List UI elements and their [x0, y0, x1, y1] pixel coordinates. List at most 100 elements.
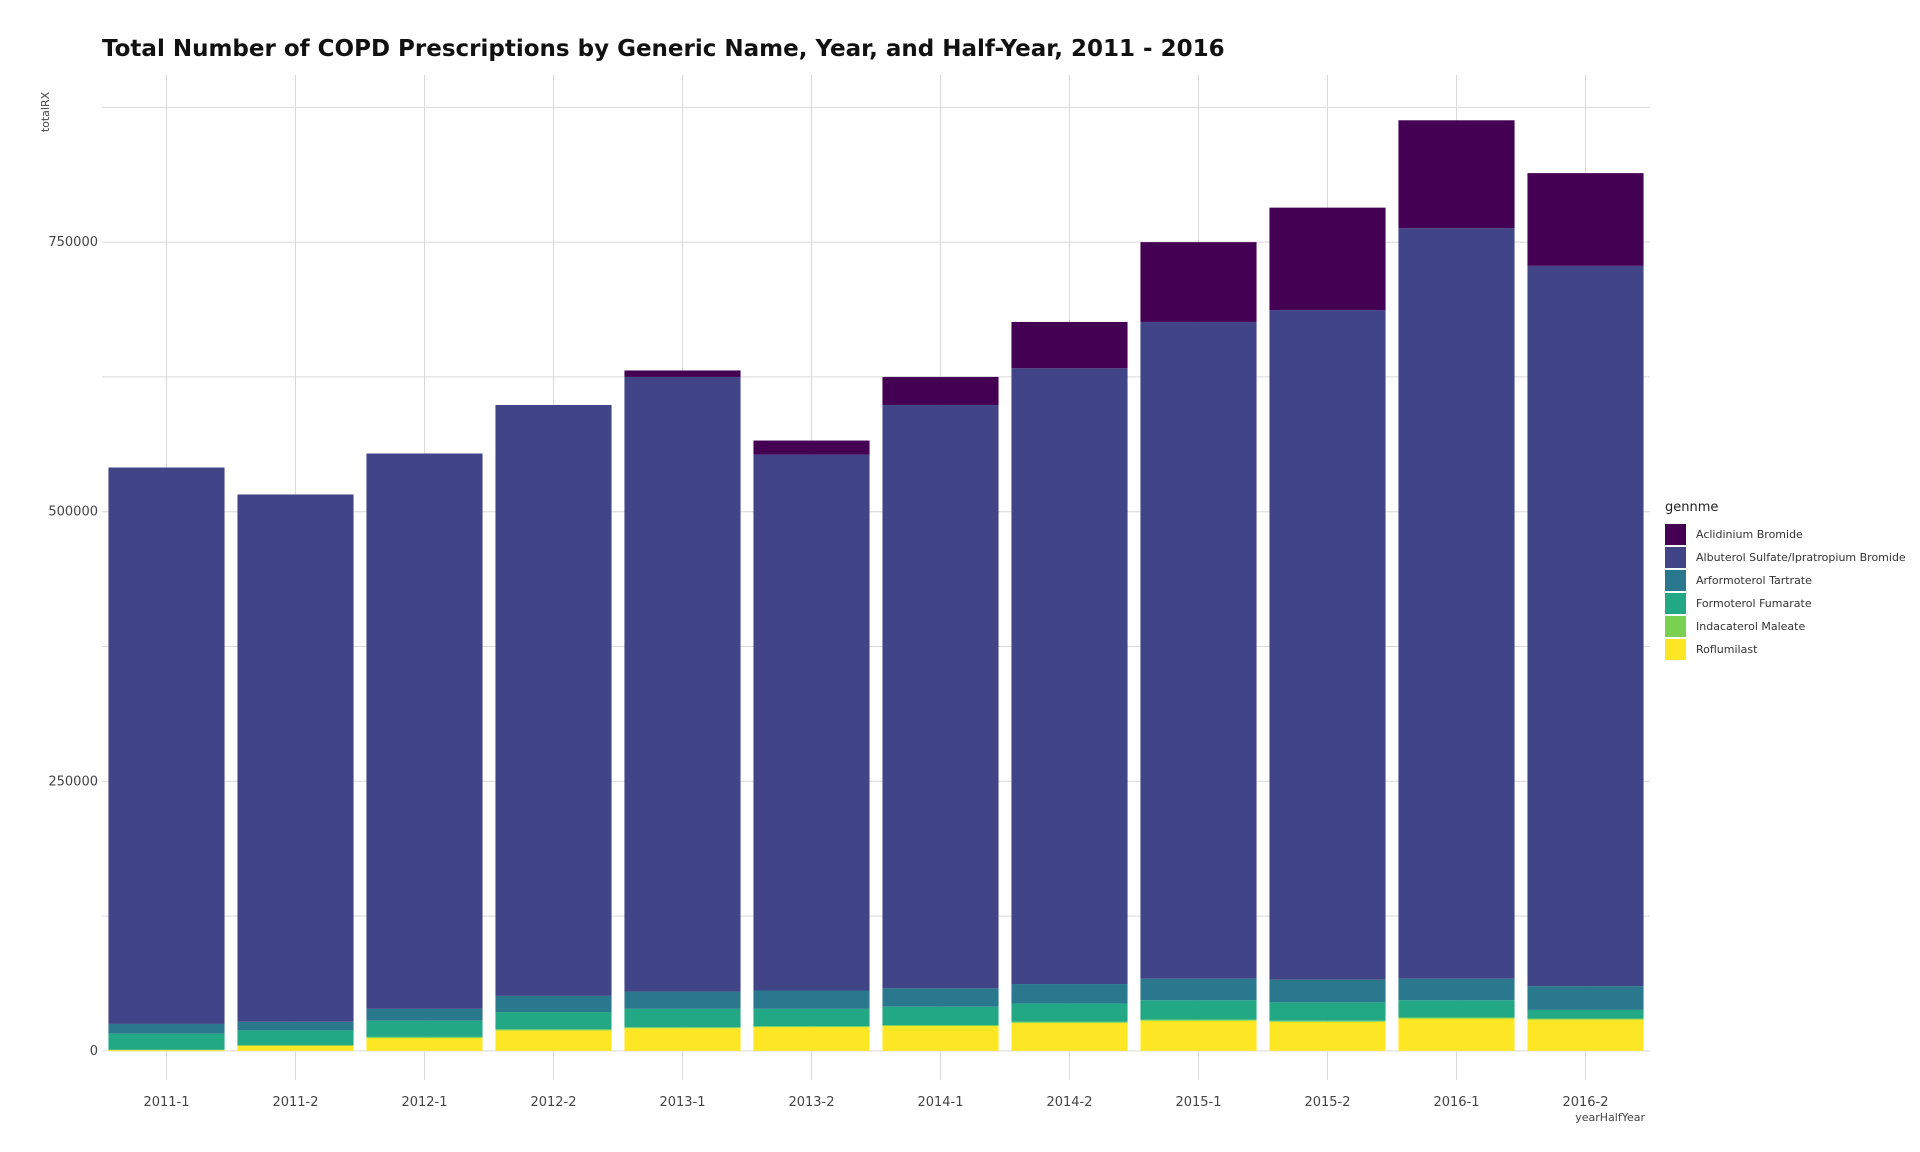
- x-tick-label: 2012-2: [530, 1095, 576, 1110]
- legend-item: Aclidinium Bromide: [1665, 523, 1906, 546]
- bar-segment: [1140, 242, 1257, 322]
- legend-swatch: [1665, 570, 1686, 591]
- bar-segment: [1011, 984, 1128, 1004]
- bar-segment: [624, 1008, 741, 1028]
- bar-segment: [624, 991, 741, 1009]
- legend-item: Arformoterol Tartrate: [1665, 569, 1906, 592]
- bar-segment: [1269, 1021, 1386, 1051]
- x-tick-label: 2015-1: [1175, 1095, 1221, 1110]
- bar-segment: [1011, 368, 1128, 985]
- bar-segment: [624, 1028, 741, 1051]
- legend-item: Albuterol Sulfate/Ipratropium Bromide: [1665, 546, 1906, 569]
- bar-segment: [1527, 265, 1644, 987]
- legend-swatch: [1665, 639, 1686, 660]
- y-axis-title: totalRX: [39, 91, 52, 132]
- bar-segment: [1140, 1020, 1257, 1051]
- y-tick-label: 0: [90, 1044, 98, 1059]
- bar-segment: [624, 376, 741, 992]
- legend-item: Formoterol Fumarate: [1665, 592, 1906, 615]
- bar-segment: [108, 1049, 225, 1051]
- legend-label: Formoterol Fumarate: [1696, 597, 1812, 610]
- bar-segment: [1527, 1019, 1644, 1051]
- bar-segment: [1269, 310, 1386, 980]
- bar-segment: [495, 1030, 612, 1051]
- x-tick-label: 2011-1: [143, 1095, 189, 1110]
- bar-segment: [366, 1036, 483, 1038]
- bar-segment: [237, 1030, 354, 1046]
- x-tick-label: 2011-2: [272, 1095, 318, 1110]
- bar-segment: [882, 988, 999, 1007]
- chart-title: Total Number of COPD Prescriptions by Ge…: [102, 36, 1225, 62]
- bar-segment: [495, 404, 612, 996]
- bar-segment: [1398, 1000, 1515, 1018]
- bar-segment: [753, 1008, 870, 1027]
- bar-segment: [366, 1020, 483, 1037]
- legend-swatch: [1665, 547, 1686, 568]
- legend-swatch: [1665, 524, 1686, 545]
- y-tick-label: 500000: [48, 505, 98, 520]
- bar-segment: [366, 1008, 483, 1021]
- bar-segment: [237, 494, 354, 1022]
- legend: gennme Aclidinium Bromide Albuterol Sulfa…: [1665, 500, 1906, 661]
- bar-segment: [1527, 1009, 1644, 1019]
- bar-segment: [495, 995, 612, 1013]
- bar-segment: [366, 453, 483, 1009]
- bar-segment: [1011, 321, 1128, 369]
- bar-segment: [1140, 978, 1257, 1001]
- legend-item: Roflumilast: [1665, 638, 1906, 661]
- bar-segment: [1398, 1017, 1515, 1019]
- bar-segment: [1140, 321, 1257, 979]
- bar-segment: [1527, 986, 1644, 1010]
- x-tick-label: 2016-1: [1433, 1095, 1479, 1110]
- bar-segment: [108, 1033, 225, 1050]
- legend-label: Albuterol Sulfate/Ipratropium Bromide: [1696, 551, 1906, 564]
- bar-segment: [237, 1045, 354, 1051]
- bar-segment: [624, 370, 741, 377]
- y-tick-label: 750000: [48, 235, 98, 250]
- bar-segment: [1269, 979, 1386, 1003]
- legend-swatch: [1665, 616, 1686, 637]
- bar-segment: [753, 1027, 870, 1051]
- bar-segment: [1011, 1003, 1128, 1022]
- bar-segment: [108, 467, 225, 1024]
- bar-segment: [1527, 1018, 1644, 1020]
- x-tick-label: 2014-2: [1046, 1095, 1092, 1110]
- legend-label: Aclidinium Bromide: [1696, 528, 1803, 541]
- bar-segment: [1140, 1019, 1257, 1021]
- y-tick-label: 250000: [48, 774, 98, 789]
- bar-segment: [753, 454, 870, 991]
- bar-segment: [753, 440, 870, 455]
- bar-segment: [1011, 1021, 1128, 1023]
- bar-segment: [1269, 1020, 1386, 1022]
- x-tick-label: 2012-1: [401, 1095, 447, 1110]
- bar-segment: [1398, 120, 1515, 229]
- bar-segment: [1398, 228, 1515, 979]
- bar-segment: [1269, 207, 1386, 311]
- bar-segment: [108, 1023, 225, 1034]
- bar-segment: [753, 1026, 870, 1028]
- bar-segment: [882, 1026, 999, 1051]
- bar-segment: [1398, 978, 1515, 1001]
- x-axis-title: yearHalfYear: [1575, 1111, 1645, 1124]
- bar-segment: [753, 990, 870, 1009]
- x-tick-label: 2016-2: [1562, 1095, 1608, 1110]
- bar-segment: [237, 1021, 354, 1031]
- bar-segment: [1140, 1000, 1257, 1020]
- bar-segment: [1398, 1018, 1515, 1051]
- bar-segment: [882, 376, 999, 405]
- legend-label: Indacaterol Maleate: [1696, 620, 1806, 633]
- legend-label: Arformoterol Tartrate: [1696, 574, 1812, 587]
- x-tick-label: 2014-1: [917, 1095, 963, 1110]
- legend-swatch: [1665, 593, 1686, 614]
- bar-segment: [624, 1027, 741, 1029]
- legend-label: Roflumilast: [1696, 643, 1758, 656]
- bar-segment: [366, 1037, 483, 1051]
- bar-segment: [882, 404, 999, 989]
- bar-segment: [1011, 1022, 1128, 1051]
- legend-title: gennme: [1665, 500, 1719, 515]
- bar-segment: [882, 1006, 999, 1026]
- x-tick-label: 2015-2: [1304, 1095, 1350, 1110]
- bar-segment: [495, 1029, 612, 1031]
- bar-segment: [495, 1012, 612, 1030]
